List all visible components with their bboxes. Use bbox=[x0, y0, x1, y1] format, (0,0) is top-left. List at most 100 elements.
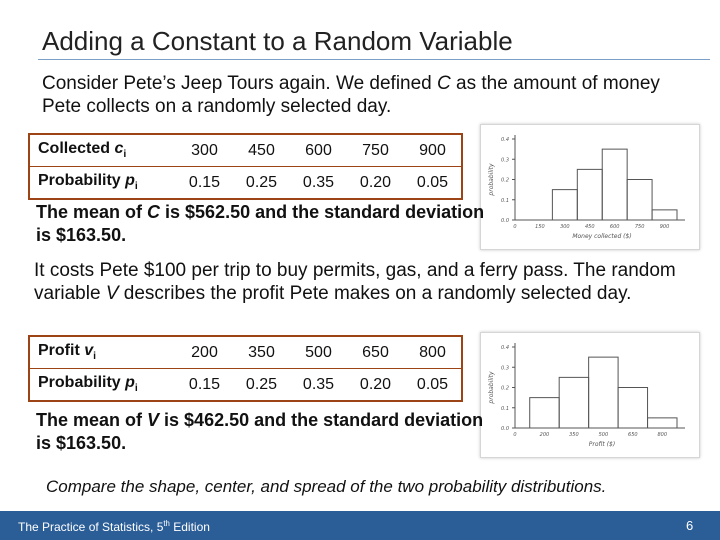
table-cell: 0.05 bbox=[404, 368, 463, 402]
footer-bar bbox=[0, 511, 720, 540]
profit-distribution-table: Profit vi 200 350 500 650 800 Probabilit… bbox=[28, 335, 463, 402]
intro-text-pre: Consider Pete’s Jeep Tours again. We def… bbox=[42, 73, 438, 94]
table-row-profit: Profit vi 200 350 500 650 800 bbox=[28, 335, 463, 369]
profit-paragraph: It costs Pete $100 per trip to buy permi… bbox=[34, 259, 710, 305]
y-axis-label: probability bbox=[488, 371, 495, 405]
x-tick-label: 650 bbox=[628, 432, 638, 438]
row-label-probability: Probability pi bbox=[28, 166, 176, 200]
x-tick-label: 900 bbox=[660, 224, 670, 230]
intro-variable: C bbox=[437, 73, 451, 94]
table-cell: 0.15 bbox=[176, 166, 233, 200]
table-cell: 0.20 bbox=[347, 166, 404, 200]
mean-text-post: is $462.50 and the standard deviation is… bbox=[36, 410, 484, 453]
book-edition-text: Edition bbox=[169, 520, 210, 534]
table-cell: 0.35 bbox=[290, 166, 347, 200]
y-tick-label: 0.2 bbox=[501, 178, 509, 184]
label-subscript: i bbox=[93, 351, 97, 363]
book-edition-superscript: th bbox=[163, 519, 170, 528]
table-cell: 500 bbox=[290, 335, 347, 369]
histogram-bar bbox=[651, 209, 678, 221]
histogram-graphic: 0.4 0.3 0.2 0.1 0.0 0 150 300 450 600 750 900 probab… bbox=[488, 135, 685, 240]
y-tick-label: 0.3 bbox=[501, 157, 509, 163]
label-variable: c bbox=[114, 140, 124, 158]
histogram-bar bbox=[617, 387, 649, 429]
y-tick-label: 0.2 bbox=[501, 386, 509, 392]
histogram-bar bbox=[529, 397, 560, 429]
y-tick-label: 0.4 bbox=[501, 137, 509, 143]
label-variable: v bbox=[84, 342, 94, 360]
mean-text-pre: The mean of bbox=[36, 410, 148, 430]
table-cell: 300 bbox=[176, 133, 233, 167]
table-cell: 750 bbox=[347, 133, 404, 167]
x-tick-label: 150 bbox=[535, 224, 545, 230]
y-axis-label: probability bbox=[488, 163, 495, 197]
table-row-collected: Collected ci 300 450 600 750 900 bbox=[28, 133, 463, 167]
table-cell: 600 bbox=[290, 133, 347, 167]
x-tick-label: 800 bbox=[657, 432, 667, 438]
histogram-bar bbox=[551, 189, 578, 221]
closing-question: Compare the shape, center, and spread of… bbox=[46, 477, 607, 496]
mean-variable: V bbox=[147, 410, 160, 430]
label-text: Probability bbox=[38, 374, 126, 392]
x-tick-label: 300 bbox=[560, 224, 570, 230]
middle-variable: V bbox=[105, 283, 119, 304]
table-cell: 0.25 bbox=[233, 166, 290, 200]
mean-statement-v: The mean of V is $462.50 and the standar… bbox=[36, 409, 486, 455]
table-cell: 0.25 bbox=[233, 368, 290, 402]
book-title-text: The Practice of Statistics, 5 bbox=[18, 520, 164, 534]
slide-title: Adding a Constant to a Random Variable bbox=[42, 26, 513, 56]
table-cell: 650 bbox=[347, 335, 404, 369]
histogram-bar bbox=[626, 179, 653, 221]
profit-histogram: 0.4 0.3 0.2 0.1 0.0 0 200 350 500 650 800 probabili… bbox=[480, 332, 700, 458]
collected-distribution-table: Collected ci 300 450 600 750 900 Probabi… bbox=[28, 133, 463, 200]
x-tick-label: 350 bbox=[569, 432, 579, 438]
label-variable: p bbox=[125, 374, 135, 392]
histogram-bar bbox=[588, 356, 619, 429]
table-cell: 0.35 bbox=[290, 368, 347, 402]
label-variable: p bbox=[125, 172, 135, 190]
x-tick-label: 600 bbox=[610, 224, 620, 230]
table-cell: 200 bbox=[176, 335, 233, 369]
table-cell: 0.20 bbox=[347, 368, 404, 402]
histogram-graphic: 0.4 0.3 0.2 0.1 0.0 0 200 350 500 650 800 probabili… bbox=[488, 343, 685, 448]
middle-text-post: describes the profit Pete makes on a ran… bbox=[118, 283, 632, 304]
x-axis-label: Money collected ($) bbox=[572, 233, 631, 240]
money-collected-histogram: 0.4 0.3 0.2 0.1 0.0 0 150 300 450 600 750 900 probab… bbox=[480, 124, 700, 250]
table-cell: 800 bbox=[404, 335, 463, 369]
table-cell: 450 bbox=[233, 133, 290, 167]
intro-paragraph: Consider Pete’s Jeep Tours again. We def… bbox=[42, 72, 692, 118]
y-tick-label: 0.0 bbox=[501, 426, 509, 432]
x-tick-label: 500 bbox=[599, 432, 609, 438]
table-cell: 0.15 bbox=[176, 368, 233, 402]
table-row-probability: Probability pi 0.15 0.25 0.35 0.20 0.05 bbox=[28, 368, 463, 402]
histogram-bar bbox=[558, 376, 590, 429]
label-subscript: i bbox=[123, 149, 127, 161]
mean-variable: C bbox=[147, 202, 161, 222]
x-tick-label: 0 bbox=[513, 432, 516, 438]
table-row-probability: Probability pi 0.15 0.25 0.35 0.20 0.05 bbox=[28, 166, 463, 200]
table-cell: 350 bbox=[233, 335, 290, 369]
title-underline bbox=[38, 59, 710, 60]
y-tick-label: 0.1 bbox=[501, 406, 509, 412]
x-tick-label: 750 bbox=[635, 224, 645, 230]
table-cell: 900 bbox=[404, 133, 463, 167]
label-subscript: i bbox=[134, 181, 138, 193]
x-axis-label: Profit ($) bbox=[589, 441, 615, 448]
row-label-probability: Probability pi bbox=[28, 368, 176, 402]
y-tick-label: 0.0 bbox=[501, 218, 509, 224]
y-tick-label: 0.1 bbox=[501, 198, 509, 204]
histogram-bar bbox=[576, 168, 603, 221]
label-text: Collected bbox=[38, 140, 115, 158]
intro-text-post: as the amount of money Pete collects on … bbox=[42, 73, 660, 117]
label-text: Probability bbox=[38, 172, 126, 190]
row-label-collected: Collected ci bbox=[28, 133, 176, 167]
y-tick-label: 0.4 bbox=[501, 345, 509, 351]
mean-text-post: is $562.50 and the standard deviation is… bbox=[36, 202, 485, 245]
label-subscript: i bbox=[134, 383, 138, 395]
footer-book-title: The Practice of Statistics, 5th Edition bbox=[18, 519, 210, 534]
x-tick-label: 450 bbox=[585, 224, 595, 230]
mean-text-pre: The mean of bbox=[36, 202, 148, 222]
page-number: 6 bbox=[686, 518, 694, 533]
histogram-bar bbox=[647, 417, 678, 429]
x-tick-label: 200 bbox=[540, 432, 550, 438]
